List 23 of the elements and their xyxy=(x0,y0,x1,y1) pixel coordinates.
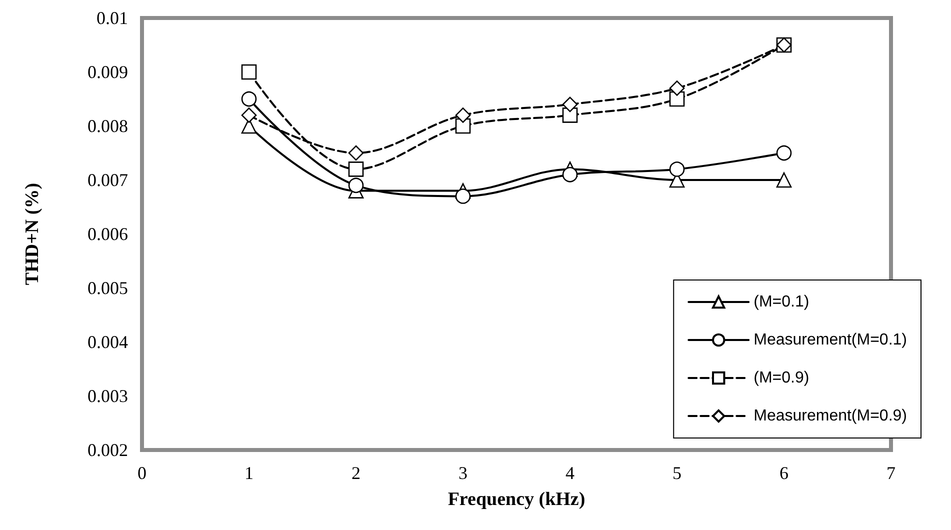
y-tick-label: 0.01 xyxy=(96,8,128,28)
y-tick-label: 0.009 xyxy=(88,62,128,82)
x-tick-label: 1 xyxy=(244,463,254,483)
x-tick-label: 5 xyxy=(672,463,682,483)
y-axis-title: THD+N (%) xyxy=(22,182,43,286)
x-tick-label: 0 xyxy=(138,463,146,483)
y-tick-label: 0.008 xyxy=(88,116,128,136)
y-tick-label: 0.004 xyxy=(88,332,128,352)
x-tick-label: 7 xyxy=(886,463,896,483)
x-tick-label: 3 xyxy=(458,463,468,483)
x-tick-label: 6 xyxy=(780,463,788,483)
legend-label: Measurement(M=0.9) xyxy=(754,408,907,424)
y-tick-label: 0.003 xyxy=(88,386,128,406)
x-tick-label: 2 xyxy=(352,463,360,483)
y-tick-label: 0.005 xyxy=(88,278,128,298)
y-tick-label: 0.002 xyxy=(88,440,128,460)
y-tick-label: 0.007 xyxy=(88,170,128,190)
x-axis-title: Frequency (kHz) xyxy=(448,489,586,510)
legend-label: Measurement(M=0.1) xyxy=(754,332,907,348)
legend-label: (M=0.1) xyxy=(754,294,810,310)
x-tick-label: 4 xyxy=(566,463,574,483)
y-tick-label: 0.006 xyxy=(88,224,128,244)
legend-label: (M=0.9) xyxy=(754,370,810,386)
